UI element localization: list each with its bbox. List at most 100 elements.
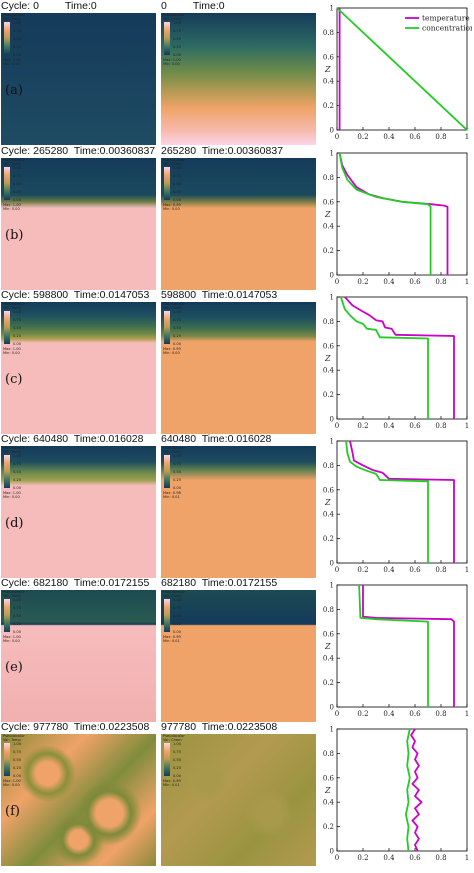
cycle-value: 682180 [161,577,197,589]
colorbar [164,311,170,344]
legend-max: Max: 1.00 [3,635,21,639]
figure-row: Cycle: 0 Time:0 0 Time:0 Pseudocolor Var: T… [0,0,474,146]
colorbar [164,22,170,55]
legend-min: Min: 0.00 [3,62,20,66]
legend-min: Min: 0.01 [163,639,180,643]
temperature-field: Pseudocolor Var: Temp 1.00 0.75 0.50 0.25 0.00… [1,158,156,290]
x-tick-label: 0 [335,422,339,430]
legend-variable: Var: Temp [3,594,21,598]
concentration-line [340,296,429,419]
concentration-field: Pseudocolor Var: Chem 1.00 0.75 0.50 0.25 0.00… [161,734,316,866]
cycle-time-header: 598800 Time:0.0147053 [161,289,277,301]
cycle-value: 0 [33,0,39,12]
x-tick-label: 0.8 [435,278,446,286]
colorbar-legend: Pseudocolor Var: Temp 1.00 0.75 0.50 0.25 0.00… [3,446,39,506]
y-tick-label: 0.2 [323,823,334,831]
x-tick-label: 0.6 [409,133,421,141]
time-value: Time:0.0172155 [73,577,150,589]
y-tick-label: 1 [330,5,334,13]
colorbar-legend: Pseudocolor Var: Temp 1.00 0.75 0.50 0.25 0.00… [3,13,39,73]
colorbar-tick-label: 0.50 [13,182,22,186]
legend-variable: Var: Chem [163,17,182,21]
colorbar-tick-label: 0.00 [13,630,22,634]
colorbar-tick-label: 0.00 [173,774,182,778]
legend-max: Max: 0.99 [163,203,181,207]
legend-title: Pseudocolor [3,302,25,306]
cycle-label: Cycle: [1,577,31,589]
legend-title: Pseudocolor [163,158,185,162]
colorbar-legend: Pseudocolor Var: Chem 1.00 0.75 0.50 0.25 0.00… [163,158,199,218]
legend-title: Pseudocolor [163,13,185,17]
y-tick-label: 0.4 [323,655,335,663]
x-tick-label: 0 [335,133,339,141]
legend-max: Max: 0.98 [163,491,181,495]
y-tick-label: 0 [330,272,334,280]
y-tick-label: 0.2 [323,247,334,255]
x-tick-label: 0.4 [383,710,395,718]
colorbar-tick-label: 0.00 [173,342,182,346]
time-value: Time:0.016028 [201,433,272,445]
y-tick-label: 0.6 [323,53,335,61]
legend-variable: Var: Chem [163,162,182,166]
legend-variable: Var: Chem [163,738,182,742]
cycle-time-header: Cycle: 682180 Time:0.0172155 [1,577,149,589]
legend-variable: Var: Temp [3,17,21,21]
row-label: (b) [5,228,24,243]
colorbar-tick-label: 0.50 [13,37,22,41]
figure-row: Cycle: 640480 Time:0.016028 640480 Time:0… [0,433,474,579]
legend-variable: Var: Temp [3,738,21,742]
profile-plot: 0 0.2 0.4 0.6 0.8 1 0 0.2 0.4 0.6 0.8 1 Z [323,294,469,431]
colorbar-legend: Pseudocolor Var: Temp 1.00 0.75 0.50 0.25 0.00… [3,734,39,794]
profile-plot: 0 0.2 0.4 0.6 0.8 1 0 0.2 0.4 0.6 0.8 1 Z [323,150,469,287]
y-tick-label: 1 [330,294,334,302]
profile-plot: 0 0.2 0.4 0.6 0.8 1 0 0.2 0.4 0.6 0.8 1 Z [323,582,469,719]
legend-max: Max: 1.00 [3,347,21,351]
colorbar [4,743,10,776]
colorbar-tick-label: 0.75 [173,174,182,178]
x-tick-label: 1 [465,133,469,141]
y-tick-label: 0.4 [323,511,335,519]
time-value: Time:0.016028 [73,433,144,445]
colorbar-tick-label: 0.75 [173,750,182,754]
plot-frame [336,7,468,131]
colorbar-legend: Pseudocolor Var: Chem 1.00 0.75 0.50 0.25 0.00… [163,590,199,650]
colorbar [164,455,170,488]
x-tick-label: 0 [335,710,339,718]
x-tick-label: 0.6 [409,278,421,286]
colorbar-tick-label: 0.75 [173,318,182,322]
legend-title: Pseudocolor [3,446,25,450]
x-tick-label: 0.4 [383,133,395,141]
y-tick-label: 0 [330,704,334,712]
colorbar-tick-label: 0.50 [173,37,182,41]
cycle-time-header: 640480 Time:0.016028 [161,433,271,445]
figure-row: Cycle: 682180 Time:0.0172155 682180 Time:… [0,577,474,723]
profile-plot: 0 0.2 0.4 0.6 0.8 1 0 0.2 0.4 0.6 0.8 1 Z [323,726,469,863]
y-axis-label: Z [324,786,331,795]
temperature-field: Pseudocolor Var: Temp 1.00 0.75 0.50 0.25 0.00… [1,590,156,722]
y-tick-label: 0.6 [323,486,335,494]
legend-min: Min: 0.00 [3,783,20,787]
x-tick-label: 0.6 [409,854,421,862]
x-tick-label: 0.8 [435,710,446,718]
colorbar-tick-label: 0.00 [13,53,22,57]
legend-title: Pseudocolor [3,158,25,162]
x-tick-label: 0.2 [357,854,368,862]
cycle-value: 640480 [161,433,197,445]
y-tick-label: 0.4 [323,78,335,86]
legend-max: Max: 1.00 [163,58,181,62]
x-tick-label: 0.4 [383,854,395,862]
x-tick-label: 0.8 [435,422,446,430]
x-tick-label: 1 [465,710,469,718]
colorbar-tick-label: 0.25 [13,766,22,770]
concentration-field: Pseudocolor Var: Chem 1.00 0.75 0.50 0.25 0.00… [161,446,316,578]
y-tick-label: 1 [330,582,334,590]
legend-max: Max: 0.02 [3,58,21,62]
x-tick-label: 1 [465,566,469,574]
x-tick-label: 0.6 [409,710,421,718]
x-tick-label: 0.8 [435,566,446,574]
cycle-value: 977780 [161,721,197,733]
temperature-line [344,296,455,419]
colorbar-tick-label: 0.25 [13,45,22,49]
x-tick-label: 0 [335,854,339,862]
colorbar-legend: Pseudocolor Var: Temp 1.00 0.75 0.50 0.25 0.00… [3,302,39,362]
